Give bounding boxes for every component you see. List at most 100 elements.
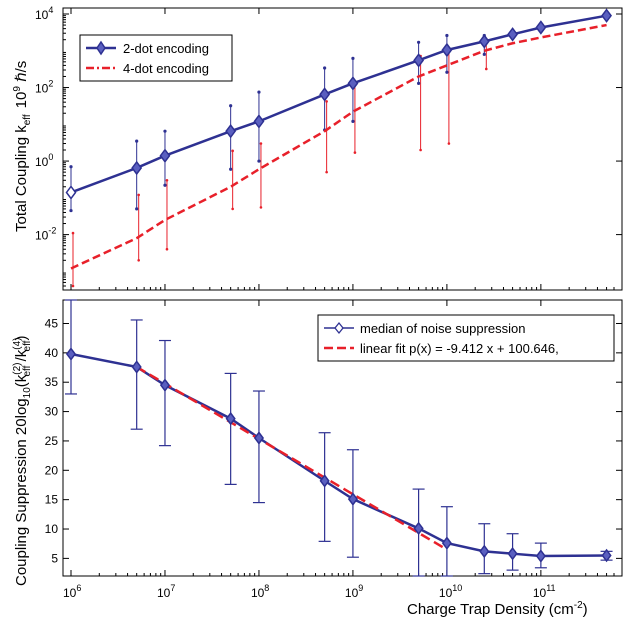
legend-marker-2dot	[96, 40, 106, 56]
data-point-median	[347, 492, 358, 506]
data-point-median	[65, 347, 77, 361]
top-errcap-2dot	[229, 167, 233, 171]
top-errcap-2dot	[135, 207, 139, 211]
data-point-median	[159, 378, 171, 392]
bottom-y-tick-label: 40	[45, 346, 59, 360]
top-ylabel: Total Coupling keff109 ℏ/s	[12, 61, 33, 232]
x-tick-label: 107	[157, 583, 175, 600]
data-point-2dot	[131, 160, 143, 176]
bottom-marks	[65, 299, 613, 577]
top-errcap-4dot	[353, 151, 357, 154]
top-errcap-4dot	[325, 100, 328, 103]
top-errcap-2dot	[69, 165, 73, 169]
top-errcap-4dot	[231, 149, 234, 153]
series-line-4dot	[70, 23, 607, 270]
bottom-ticks: 106 107 108 109 1010 1011 5 10 15 20 25 30 35 40 45	[45, 300, 622, 600]
data-point-median	[225, 411, 236, 426]
top-errcap-2dot	[445, 33, 449, 38]
top-errcap-2dot	[482, 52, 486, 56]
bottom-ylabel: Coupling Suppression 20log10(k(2)eff /k(…	[12, 336, 33, 586]
bottom-y-tick-label: 30	[45, 405, 59, 419]
bottom-y-tick-label: 10	[45, 522, 59, 536]
data-point-median	[413, 521, 424, 536]
legend-label-2dot: 2-dot encoding	[123, 41, 209, 56]
data-point-2dot	[253, 114, 265, 129]
data-point-2dot	[159, 148, 171, 163]
bottom-y-tick-label: 25	[45, 434, 59, 448]
top-errcap-2dot	[163, 183, 167, 187]
bottom-panel: 106 107 108 109 1010 1011 5 10 15 20 25 30 35 40 45 Co…	[12, 299, 623, 618]
top-y-tick-label: 10-2	[35, 226, 56, 243]
x-tick-label: 1011	[533, 583, 556, 600]
top-errcap-4dot	[71, 231, 75, 235]
bottom-y-tick-label: 45	[45, 316, 59, 330]
top-errcap-4dot	[137, 193, 140, 197]
top-marks	[65, 8, 612, 288]
x-tick-label: 109	[345, 583, 363, 600]
data-point-2dot	[601, 8, 612, 23]
top-errcap-4dot	[71, 284, 75, 288]
top-y-tick-label: 102	[35, 79, 53, 96]
top-errcap-4dot	[484, 67, 488, 71]
top-errcap-2dot	[417, 81, 421, 85]
top-legend-box	[79, 34, 233, 82]
data-point-median	[319, 474, 330, 488]
series-line-median	[70, 352, 607, 558]
top-y-tick-label: 100	[35, 152, 53, 169]
bottom-legend: median of noise suppression linear fit p…	[317, 314, 615, 362]
top-errcap-2dot	[163, 129, 167, 133]
legend-marker-median	[334, 321, 344, 335]
bottom-y-tick-label: 15	[45, 493, 59, 507]
legend-label-median: median of noise suppression	[360, 321, 526, 336]
data-point-median	[479, 544, 490, 559]
top-errcap-2dot	[323, 66, 327, 70]
data-point-median	[507, 546, 518, 561]
top-errcap-4dot	[419, 148, 422, 152]
x-tick-label: 1010	[439, 583, 462, 600]
data-point-2dot	[319, 87, 331, 102]
top-errcap-2dot	[257, 90, 261, 94]
top-y-tick-label: 104	[35, 5, 53, 22]
data-point-median	[601, 548, 612, 563]
data-point-median	[441, 536, 452, 550]
top-errcap-2dot	[69, 208, 73, 213]
bottom-legend-box	[317, 314, 615, 362]
top-panel: 10-2 100 102 104 Total Coupling keff109 ℏ/s…	[12, 5, 623, 291]
top-errcap-4dot	[231, 207, 234, 211]
legend-label-4dot: 4-dot encoding	[123, 61, 209, 76]
data-point-2dot	[413, 53, 425, 68]
x-tick-label: 106	[63, 583, 81, 600]
data-point-median	[131, 360, 142, 374]
data-point-median	[253, 431, 265, 445]
top-errcap-2dot	[135, 139, 139, 143]
data-point-2dot	[478, 34, 490, 49]
top-errcap-4dot	[447, 142, 451, 145]
data-point-2dot	[507, 27, 519, 42]
x-tick-label: 108	[251, 583, 269, 600]
data-point-2dot	[347, 76, 359, 91]
bottom-plot-frame	[62, 299, 623, 577]
top-legend: 2-dot encoding 4-dot encoding	[79, 34, 233, 82]
data-point-2dot	[535, 20, 547, 35]
top-ticks: 10-2 100 102 104	[35, 5, 622, 290]
top-errcap-2dot	[445, 70, 449, 74]
data-point-2dot	[225, 123, 237, 139]
top-errcap-2dot	[351, 56, 355, 61]
top-errcap-4dot	[259, 206, 263, 209]
data-point-2dot	[65, 185, 77, 200]
top-errcap-2dot	[417, 40, 421, 44]
data-point-median	[535, 549, 546, 563]
bottom-xlabel: Charge Trap Density (cm-2)	[407, 600, 588, 618]
top-errcap-4dot	[325, 170, 328, 174]
bottom-y-tick-label: 35	[45, 375, 59, 389]
bottom-y-tick-label: 20	[45, 463, 59, 477]
top-errcap-4dot	[165, 247, 169, 251]
bottom-y-tick-label: 5	[51, 551, 58, 565]
data-point-2dot	[441, 42, 453, 58]
top-errcap-2dot	[229, 104, 233, 108]
legend-label-fit: linear fit p(x) = -9.412 x + 100.646,	[360, 341, 559, 356]
top-errcap-4dot	[259, 142, 263, 145]
top-plot-frame	[62, 7, 623, 291]
top-errcap-2dot	[257, 159, 261, 163]
